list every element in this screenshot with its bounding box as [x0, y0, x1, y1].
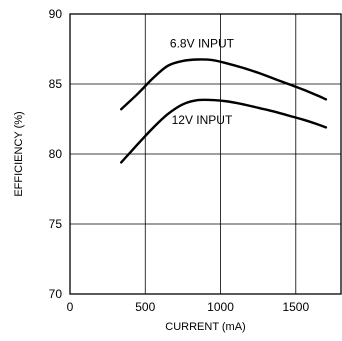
x-tick-label: 0 [67, 300, 74, 314]
series-labels: 6.8V INPUT 12V INPUT [170, 37, 235, 128]
y-tick-label: 80 [49, 147, 63, 161]
series-lines [120, 58, 328, 164]
y-tick-label: 70 [49, 287, 63, 301]
series-label-1: 6.8V INPUT [170, 37, 235, 51]
x-axis-title: CURRENT (mA) [165, 321, 245, 333]
plot-frame [69, 13, 342, 295]
x-tick-label: 1000 [207, 300, 234, 314]
y-tick-label: 75 [49, 217, 63, 231]
x-tick-label: 500 [135, 300, 155, 314]
series-line-2 [120, 98, 328, 164]
y-axis-title: EFFICIENCY (%) [13, 111, 25, 196]
series-label-2: 12V INPUT [172, 113, 233, 127]
tick-labels: 70 75 80 85 90 0 500 1000 1500 [49, 7, 310, 314]
x-tick-label: 1500 [282, 300, 309, 314]
y-tick-label: 85 [49, 77, 63, 91]
y-tick-label: 90 [49, 7, 63, 21]
grid [70, 14, 341, 294]
series-line-1 [120, 58, 328, 111]
